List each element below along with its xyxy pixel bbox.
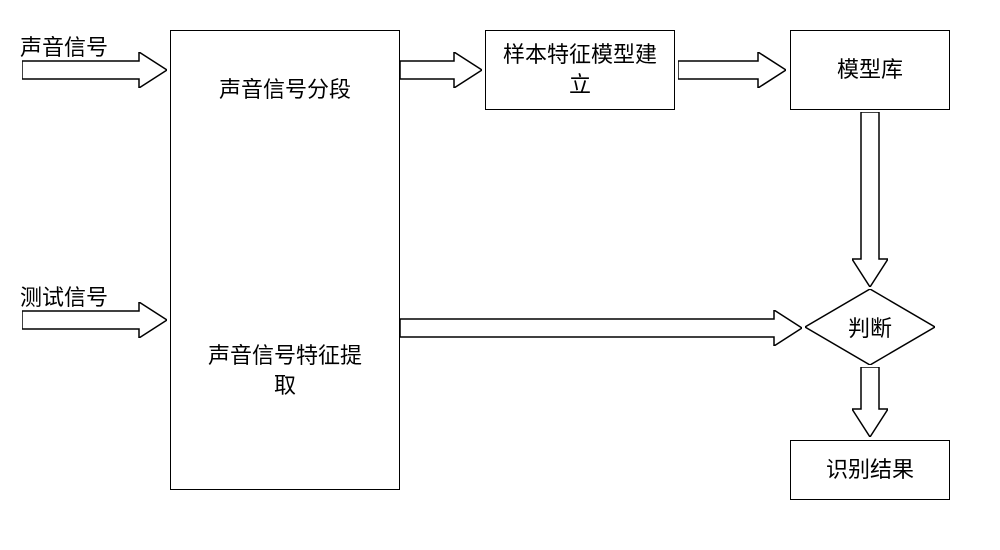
processing-block: 声音信号分段 声音信号特征提取 [170, 30, 400, 490]
feature-extract-text: 声音信号特征提取 [171, 341, 399, 400]
arrow-to-model-lib [678, 52, 786, 88]
model-library-box: 模型库 [790, 30, 950, 110]
arrow-sound-in [22, 52, 167, 88]
arrow-extract-to-decision [400, 310, 802, 346]
arrow-test-in [22, 302, 167, 338]
segmenting-text: 声音信号分段 [171, 75, 399, 105]
arrow-decision-to-result [852, 367, 888, 437]
arrow-to-model-build [400, 52, 482, 88]
model-build-box: 样本特征模型建立 [485, 30, 675, 110]
result-box: 识别结果 [790, 440, 950, 500]
arrow-lib-to-decision [852, 112, 888, 287]
decision-label: 判断 [805, 289, 935, 365]
decision-diamond: 判断 [805, 289, 935, 365]
